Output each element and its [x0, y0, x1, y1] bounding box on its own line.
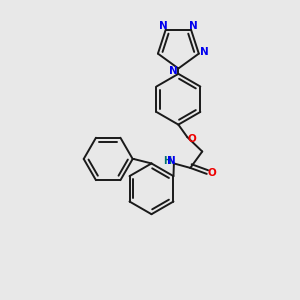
Text: O: O: [208, 168, 217, 178]
Text: N: N: [167, 156, 176, 166]
Text: H: H: [163, 156, 171, 166]
Text: N: N: [169, 66, 177, 76]
Text: N: N: [159, 21, 168, 31]
Text: N: N: [200, 47, 208, 57]
Text: N: N: [189, 21, 198, 31]
Text: O: O: [187, 134, 196, 144]
